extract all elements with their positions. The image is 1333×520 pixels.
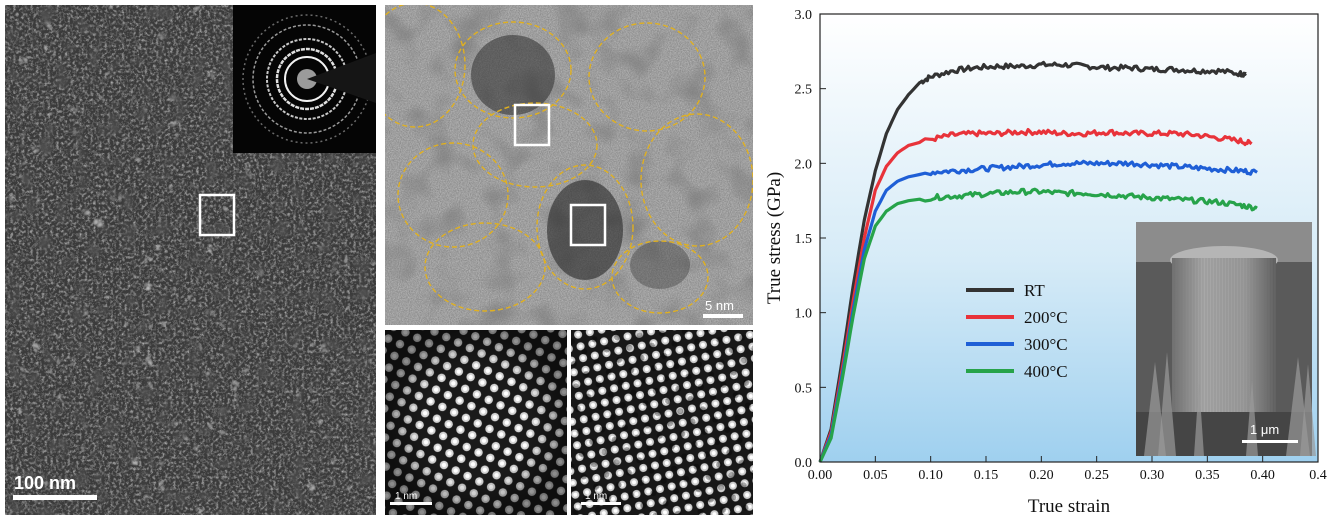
series-line-200°C	[818, 128, 1253, 463]
roi-box-upper	[513, 103, 551, 147]
y-tick-label: 2.5	[795, 83, 813, 98]
x-tick-label: 0.20	[1029, 468, 1054, 483]
y-tick-label: 3.0	[795, 8, 813, 23]
inset-scalebar-line	[1242, 440, 1298, 443]
hrtem-svg: 5 nm	[385, 5, 753, 325]
x-tick-label: 0.15	[974, 468, 999, 483]
legend-label: 400°C	[1024, 362, 1068, 381]
fft-left-scalebar-line	[390, 502, 432, 505]
fft-left-scalebar-label: 1 nm	[395, 491, 417, 502]
lattice-right-svg: 1 nm	[571, 330, 753, 515]
stress-strain-chart: 1 μm 0.00 0.05 0.10 0.15 0.20 0.25 0.30 0.35 0.4…	[758, 0, 1333, 520]
stress-strain-svg: 1 μm 0.00 0.05 0.10 0.15 0.20 0.25 0.30 0.35 0.4…	[764, 8, 1327, 517]
y-tick-label: 0.5	[795, 381, 813, 396]
y-tick-label: 1.0	[795, 307, 813, 322]
legend-label: 200°C	[1024, 308, 1068, 327]
inset-spike	[1300, 364, 1316, 456]
series-line-RT	[818, 60, 1248, 463]
x-tick-label: 0.35	[1195, 468, 1220, 483]
saed-pattern-inset	[233, 5, 376, 153]
inset-spike	[1194, 382, 1204, 456]
x-tick-label: 0.4	[1309, 468, 1327, 483]
inset-spike	[1158, 352, 1176, 456]
fft-right-scalebar-line	[581, 502, 621, 505]
x-tick-label: 0.00	[808, 468, 833, 483]
x-tick-label: 0.05	[863, 468, 888, 483]
fft-right-scalebar-label: 1 nm	[585, 491, 607, 502]
x-tick-label: 0.25	[1084, 468, 1109, 483]
fft-filtered-lattice-right: 1 nm	[571, 330, 753, 515]
x-axis-label: True strain	[1028, 496, 1111, 517]
hrtem-scalebar-line	[703, 314, 743, 318]
inset-spike	[1246, 380, 1258, 456]
series-line-300°C	[818, 159, 1258, 463]
pillar-striations	[1172, 258, 1276, 418]
hrtem-image: 5 nm	[385, 5, 753, 325]
y-tick-label: 0.0	[795, 456, 813, 471]
legend-label: RT	[1024, 281, 1045, 300]
overview-scalebar-line	[13, 495, 97, 500]
inset-scalebar-label: 1 μm	[1250, 422, 1279, 437]
x-tick-label: 0.30	[1140, 468, 1165, 483]
overview-scalebar-label: 100 nm	[14, 473, 76, 493]
tem-overview-image: 100 nm	[5, 5, 376, 515]
tem-overview-svg: 100 nm	[5, 5, 376, 515]
lattice-left-svg: 1 nm	[385, 330, 567, 515]
roi-box	[198, 193, 236, 237]
x-tick-label: 0.10	[918, 468, 943, 483]
roi-box-lower	[569, 203, 607, 247]
legend-label: 300°C	[1024, 335, 1068, 354]
sem-pillar-inset: 1 μm	[1136, 222, 1316, 456]
legend: RT 200°C 300°C 400°C	[966, 281, 1068, 381]
y-axis-label: True stress (GPa)	[764, 172, 785, 304]
y-tick-label: 1.5	[795, 232, 813, 247]
fft-filtered-lattice-left: 1 nm	[385, 330, 567, 515]
series-line-400°C	[818, 187, 1258, 463]
x-tick-label: 0.40	[1250, 468, 1275, 483]
grain-boundary-outlines	[385, 5, 753, 314]
y-tick-label: 2.0	[795, 157, 813, 172]
hrtem-scalebar-label: 5 nm	[705, 298, 734, 313]
